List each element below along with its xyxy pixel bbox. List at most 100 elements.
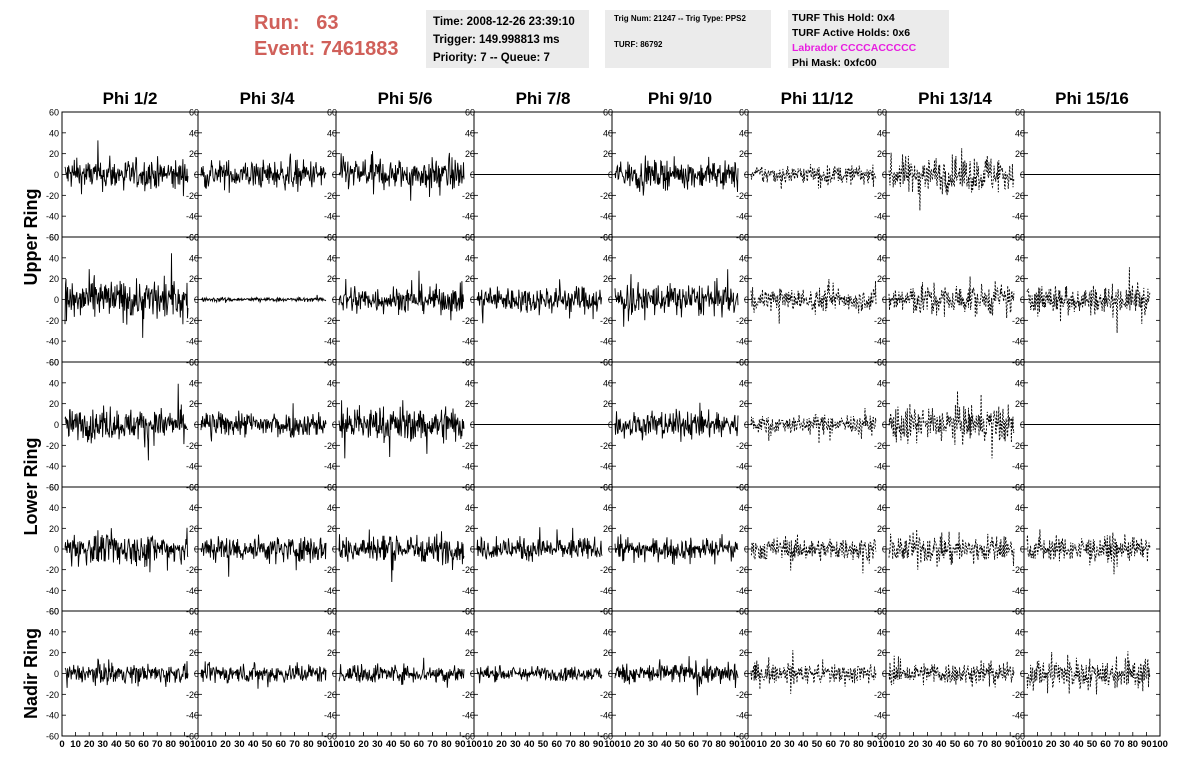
y-tick-label: 0	[1020, 170, 1025, 180]
y-tick-label: 60	[739, 483, 749, 493]
y-tick-label: -60	[1012, 732, 1025, 742]
waveform-trace	[200, 661, 327, 689]
y-tick-label: 40	[189, 378, 199, 388]
y-tick-label: 40	[1015, 378, 1025, 388]
run-value: 63	[316, 12, 339, 34]
x-tick-label: 60	[552, 739, 563, 750]
x-tick-label: 70	[152, 739, 163, 750]
y-tick-label: 40	[877, 378, 887, 388]
y-tick-label: -40	[736, 212, 749, 222]
y-tick-label: -20	[462, 565, 475, 575]
y-tick-label: -40	[46, 212, 59, 222]
y-tick-label: -20	[324, 690, 337, 700]
x-tick-label: 30	[922, 739, 933, 750]
waveform-trace	[750, 278, 877, 324]
trig-num-text: Trig Num: 21247 -- Trig Type: PPS2	[614, 14, 746, 23]
y-tick-label: 40	[327, 378, 337, 388]
y-tick-label: -20	[186, 441, 199, 451]
y-tick-label: 0	[608, 669, 613, 679]
x-tick-label: 30	[510, 739, 521, 750]
y-tick-label: 0	[608, 545, 613, 555]
y-tick-label: 0	[470, 295, 475, 305]
y-tick-label: -20	[874, 690, 887, 700]
waveform-trace	[750, 650, 877, 694]
y-tick-label: 60	[189, 607, 199, 617]
x-tick-label: 40	[248, 739, 259, 750]
column-title: Phi 3/4	[240, 89, 295, 108]
x-tick-label: 100	[878, 739, 894, 750]
run-event-header: Run: 63 Event: 7461883	[254, 10, 399, 62]
y-tick-label: 40	[189, 128, 199, 138]
y-tick-label: 40	[1015, 128, 1025, 138]
y-tick-label: -20	[462, 316, 475, 326]
x-tick-label: 10	[70, 739, 81, 750]
x-tick-label: 10	[757, 739, 768, 750]
y-tick-label: 60	[1015, 233, 1025, 243]
x-tick-label: 50	[125, 739, 136, 750]
waveform-trace	[614, 656, 739, 696]
y-tick-label: 60	[49, 607, 59, 617]
waveform-trace	[338, 150, 465, 201]
x-tick-label: 30	[98, 739, 109, 750]
x-tick-label: 50	[400, 739, 411, 750]
y-tick-label: -60	[46, 483, 59, 493]
x-tick-label: 20	[220, 739, 231, 750]
y-tick-label: 20	[327, 648, 337, 658]
turf-this-hold-text: TURF This Hold: 0x4	[792, 12, 895, 24]
y-tick-label: -60	[46, 358, 59, 368]
y-tick-label: 20	[603, 524, 613, 534]
y-tick-label: 20	[327, 399, 337, 409]
y-tick-label: -20	[186, 690, 199, 700]
y-tick-label: 60	[189, 233, 199, 243]
y-tick-label: 20	[189, 648, 199, 658]
y-tick-label: -20	[736, 565, 749, 575]
y-tick-label: 40	[603, 128, 613, 138]
y-tick-label: -40	[462, 462, 475, 472]
y-tick-label: 20	[877, 399, 887, 409]
y-tick-label: 20	[465, 274, 475, 284]
waveform-trace	[200, 403, 327, 442]
x-tick-label: 90	[729, 739, 740, 750]
y-tick-label: -40	[1012, 462, 1025, 472]
y-tick-label: 40	[465, 503, 475, 513]
y-tick-label: 20	[49, 149, 59, 159]
y-tick-label: 20	[465, 399, 475, 409]
y-tick-label: -40	[462, 212, 475, 222]
x-tick-label: 40	[111, 739, 122, 750]
y-tick-label: 40	[739, 627, 749, 637]
y-tick-label: -20	[324, 441, 337, 451]
x-tick-label: 90	[1141, 739, 1152, 750]
y-tick-label: 20	[877, 524, 887, 534]
waveform-trace	[476, 527, 603, 562]
y-tick-label: 0	[54, 669, 59, 679]
waveform-trace	[888, 391, 1015, 459]
y-tick-label: -40	[874, 711, 887, 721]
waveform-trace	[64, 658, 189, 688]
y-tick-label: -20	[186, 191, 199, 201]
y-tick-label: -60	[324, 732, 337, 742]
y-tick-label: 60	[327, 483, 337, 493]
y-tick-label: 20	[1015, 274, 1025, 284]
y-tick-label: 0	[332, 545, 337, 555]
y-tick-label: -40	[186, 337, 199, 347]
y-tick-label: 20	[189, 274, 199, 284]
y-tick-label: 0	[54, 420, 59, 430]
y-tick-label: -40	[324, 212, 337, 222]
x-tick-label: 30	[784, 739, 795, 750]
y-tick-label: 20	[1015, 648, 1025, 658]
y-tick-label: -20	[1012, 565, 1025, 575]
column-title: Phi 15/16	[1055, 89, 1129, 108]
y-tick-label: -40	[186, 212, 199, 222]
time-info-box: Time: 2008-12-26 23:39:10 Trigger: 149.9…	[426, 10, 589, 68]
x-tick-label: 20	[496, 739, 507, 750]
y-tick-label: -40	[46, 337, 59, 347]
x-tick-label: 100	[190, 739, 206, 750]
waveform-trace	[200, 294, 327, 304]
waveform-trace	[338, 529, 465, 583]
y-tick-label: -20	[1012, 690, 1025, 700]
x-tick-label: 30	[372, 739, 383, 750]
waveform-trace	[338, 400, 465, 459]
waveform-trace	[888, 655, 1015, 688]
y-tick-label: 0	[882, 669, 887, 679]
y-tick-label: 0	[882, 545, 887, 555]
